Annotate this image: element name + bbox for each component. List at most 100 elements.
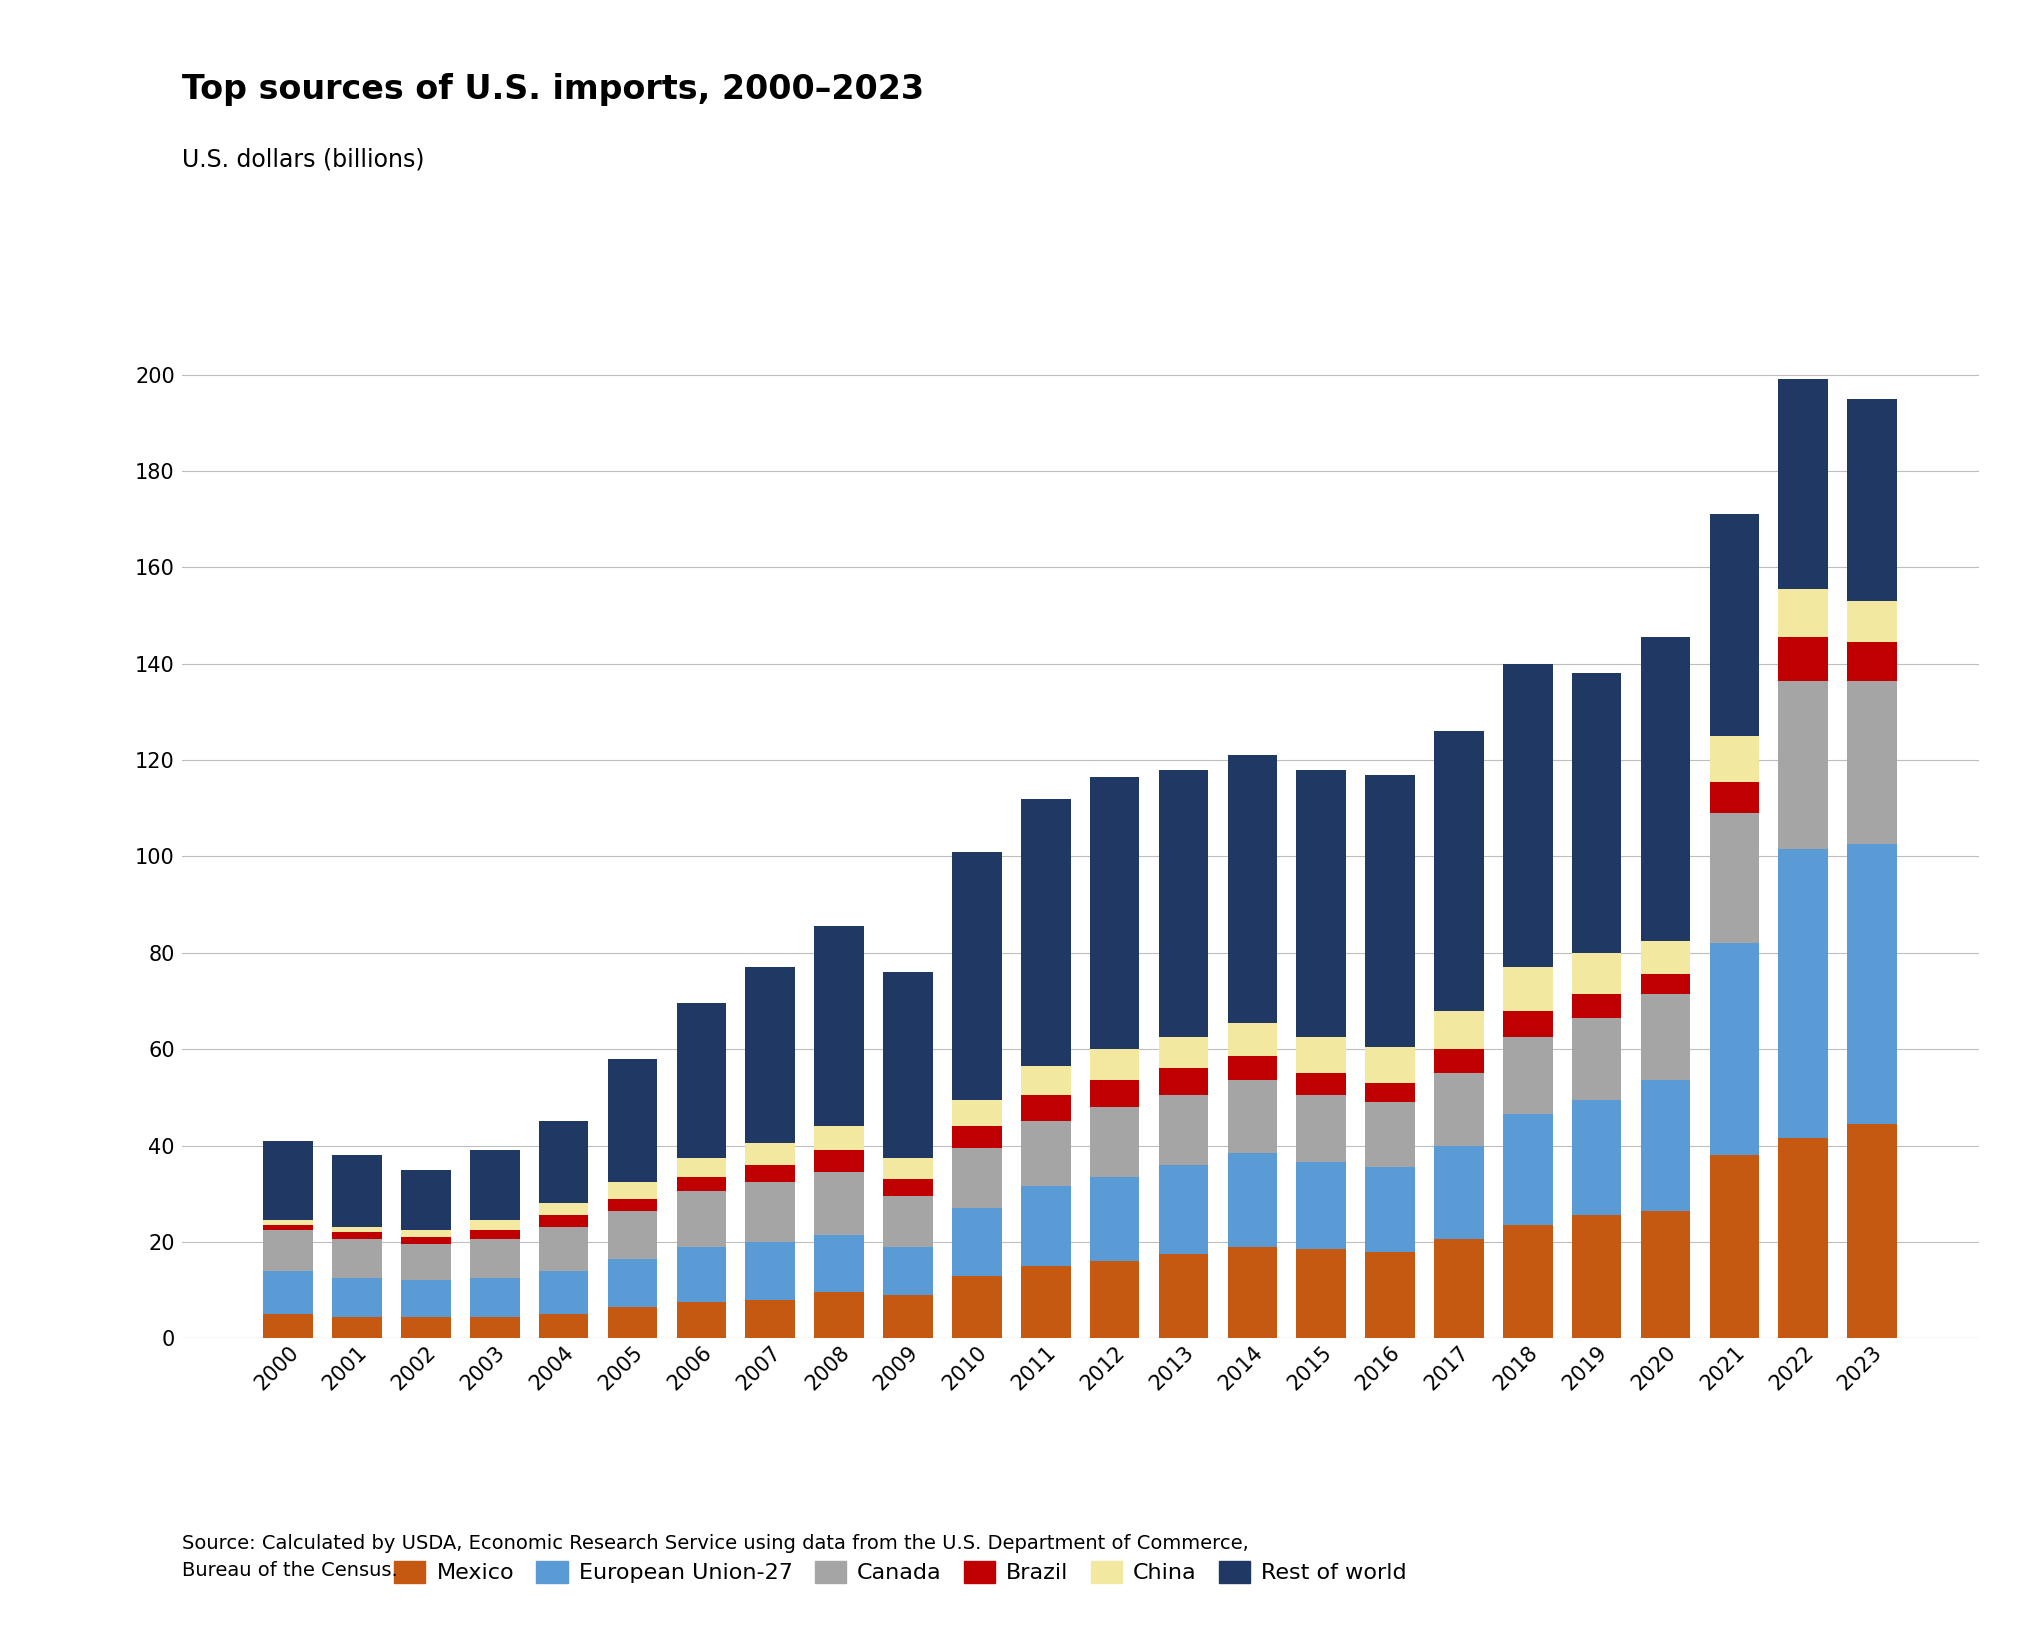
Bar (1090, 1080, 1139, 1106)
Bar (1296, 1248, 1347, 1338)
Bar (1847, 398, 1898, 601)
Bar (676, 1302, 727, 1338)
Bar (1159, 1036, 1207, 1069)
Bar (1296, 1074, 1347, 1095)
Bar (333, 1239, 382, 1278)
Bar (882, 1157, 933, 1180)
Bar (1710, 782, 1759, 813)
Bar (745, 968, 795, 1142)
Bar (1365, 1252, 1415, 1338)
Bar (1296, 1095, 1347, 1162)
Bar (262, 1226, 313, 1231)
Bar (1022, 1066, 1070, 1095)
Bar (1502, 664, 1553, 968)
Bar (262, 1271, 313, 1314)
Bar (1573, 674, 1621, 953)
Bar (402, 1170, 450, 1231)
Bar (953, 1126, 1001, 1147)
Bar (953, 852, 1001, 1100)
Bar (1847, 844, 1898, 1124)
Bar (470, 1151, 519, 1221)
Bar (1296, 770, 1347, 1036)
Bar (1779, 1138, 1827, 1338)
Bar (1159, 1069, 1207, 1095)
Bar (676, 1191, 727, 1247)
Bar (745, 1165, 795, 1182)
Bar (1159, 1253, 1207, 1338)
Bar (470, 1239, 519, 1278)
Bar (1228, 756, 1278, 1023)
Bar (1022, 1095, 1070, 1121)
Bar (1573, 1018, 1621, 1100)
Bar (1573, 1100, 1621, 1216)
Bar (539, 1216, 588, 1227)
Bar (1847, 641, 1898, 681)
Bar (539, 1203, 588, 1216)
Bar (1090, 1262, 1139, 1338)
Bar (333, 1317, 382, 1338)
Bar (470, 1317, 519, 1338)
Bar (608, 1211, 658, 1258)
Bar (882, 973, 933, 1157)
Bar (262, 1141, 313, 1221)
Bar (676, 1157, 727, 1177)
Bar (333, 1278, 382, 1317)
Bar (676, 1004, 727, 1157)
Bar (539, 1314, 588, 1338)
Bar (814, 1151, 864, 1172)
Bar (1779, 636, 1827, 681)
Bar (1228, 1152, 1278, 1247)
Bar (1641, 974, 1690, 994)
Bar (1228, 1056, 1278, 1080)
Bar (470, 1231, 519, 1239)
Bar (1641, 994, 1690, 1080)
Bar (1296, 1162, 1347, 1248)
Bar (402, 1244, 450, 1281)
Bar (1228, 1080, 1278, 1152)
Text: Source: Calculated by USDA, Economic Research Service using data from the U.S. D: Source: Calculated by USDA, Economic Res… (182, 1534, 1248, 1580)
Bar (882, 1196, 933, 1247)
Bar (1779, 681, 1827, 849)
Bar (1502, 968, 1553, 1010)
Bar (745, 1182, 795, 1242)
Bar (676, 1247, 727, 1302)
Bar (1641, 636, 1690, 940)
Bar (745, 1142, 795, 1165)
Bar (402, 1231, 450, 1237)
Text: Top sources of U.S. imports, 2000–2023: Top sources of U.S. imports, 2000–2023 (182, 73, 925, 106)
Legend: Mexico, European Union-27, Canada, Brazil, China, Rest of world: Mexico, European Union-27, Canada, Brazi… (386, 1552, 1415, 1593)
Bar (1365, 1167, 1415, 1252)
Bar (953, 1147, 1001, 1208)
Bar (1847, 601, 1898, 641)
Bar (539, 1121, 588, 1203)
Bar (1573, 1216, 1621, 1338)
Bar (1502, 1115, 1553, 1226)
Bar (333, 1155, 382, 1227)
Bar (1159, 1165, 1207, 1253)
Bar (1710, 736, 1759, 782)
Bar (1228, 1247, 1278, 1338)
Bar (333, 1232, 382, 1239)
Bar (1779, 589, 1827, 636)
Bar (1159, 1095, 1207, 1165)
Bar (1365, 775, 1415, 1046)
Bar (1502, 1226, 1553, 1338)
Bar (1090, 777, 1139, 1049)
Bar (1433, 1010, 1484, 1049)
Bar (608, 1198, 658, 1211)
Bar (953, 1208, 1001, 1276)
Bar (1365, 1102, 1415, 1167)
Bar (1641, 1080, 1690, 1211)
Bar (1228, 1023, 1278, 1056)
Bar (608, 1307, 658, 1338)
Bar (608, 1258, 658, 1307)
Bar (333, 1227, 382, 1232)
Bar (1847, 681, 1898, 844)
Bar (1433, 731, 1484, 1010)
Bar (1022, 1266, 1070, 1338)
Bar (1022, 798, 1070, 1066)
Bar (1641, 940, 1690, 974)
Bar (1296, 1036, 1347, 1074)
Bar (1090, 1177, 1139, 1262)
Bar (1022, 1186, 1070, 1266)
